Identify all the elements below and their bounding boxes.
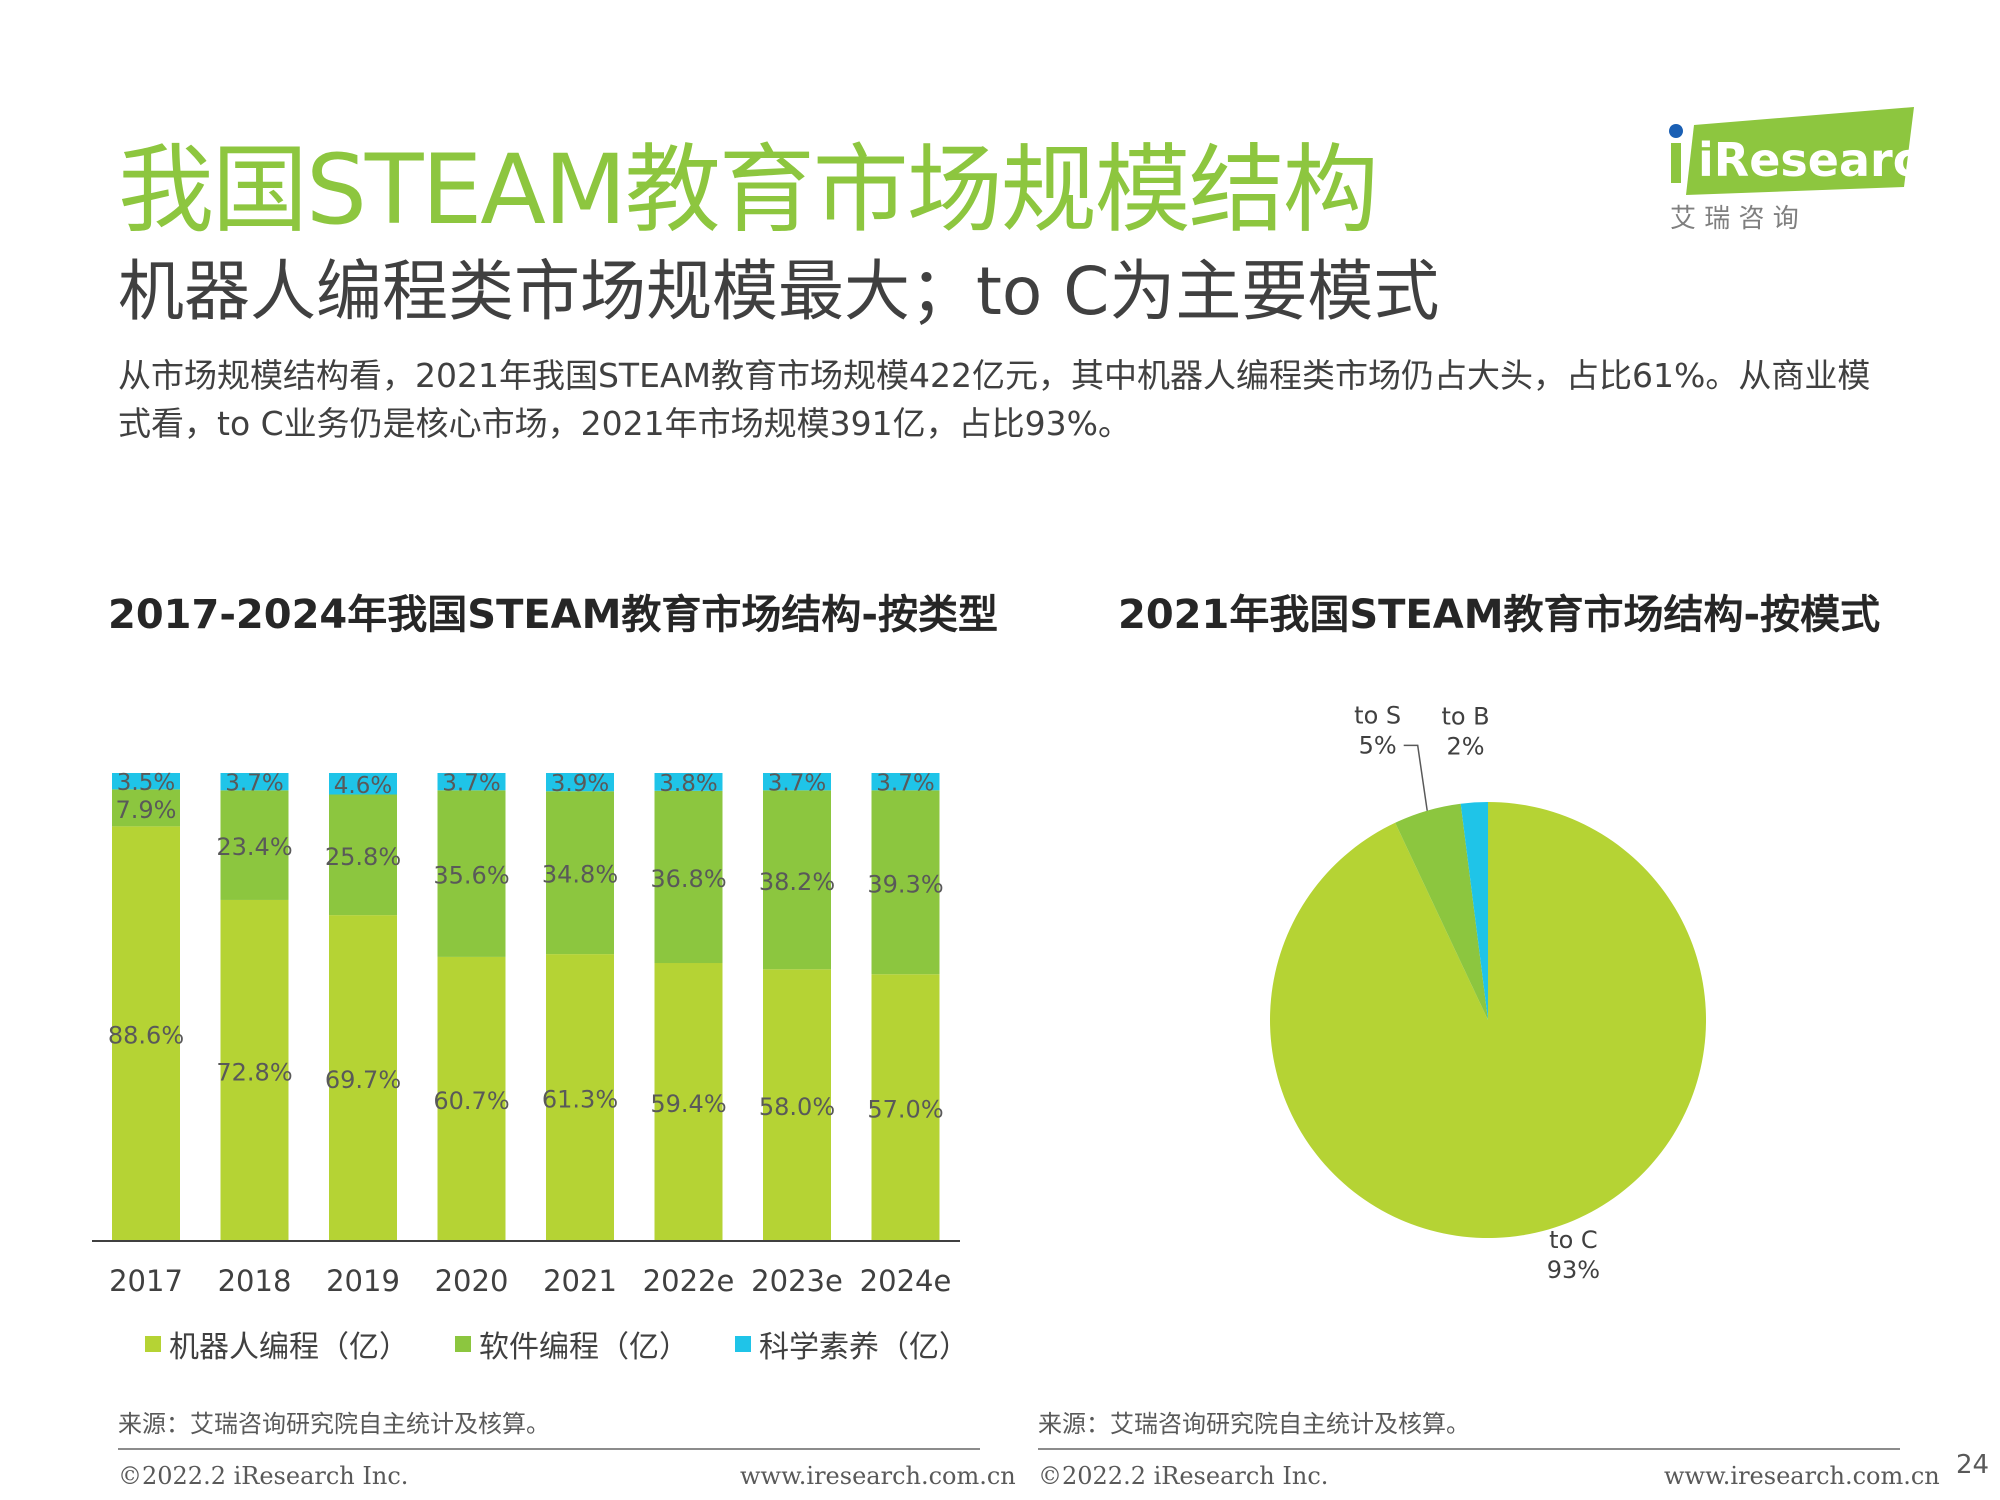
stacked-bar-chart: 88.6% 7.9%3.5% 72.8% 23.4% 3.7% 69.7% 25.8% 4.6… <box>92 770 960 1298</box>
page-title: 我国STEAM教育市场规模结构 <box>118 134 1379 246</box>
logo-cn-text: 艾 瑞 咨 询 <box>1670 204 1799 234</box>
right-footer-rule <box>1038 1448 1900 1450</box>
bar-segment-2017-s0 <box>112 826 180 1241</box>
bar-label-2019-s2: 4.6% <box>334 773 392 799</box>
left-footer-rule <box>118 1448 980 1450</box>
bar-label-2022e-s2: 3.8% <box>659 771 717 797</box>
left-footer-url[interactable]: www.iresearch.com.cn <box>740 1462 1016 1490</box>
x-tick-label-2017: 2017 <box>109 1264 183 1298</box>
bar-segment-2024e-s0 <box>871 974 940 1241</box>
legend-item-software: 软件编程（亿） <box>455 1322 689 1366</box>
bar-label-2020-s2: 3.7% <box>442 771 500 797</box>
bar-segment-2020-s2 <box>437 773 506 791</box>
logo-brand-text: iResearch <box>1698 133 1924 187</box>
right-footer-url[interactable]: www.iresearch.com.cn <box>1664 1462 1940 1490</box>
pie-label-value-to-B: 2% <box>1447 733 1485 761</box>
left-source-note: 来源：艾瑞咨询研究院自主统计及核算。 <box>118 1410 550 1438</box>
x-tick-label-2019: 2019 <box>326 1264 400 1298</box>
bar-label-2019-s1: 25.8% <box>325 843 401 871</box>
bar-label-2021-s2: 3.9% <box>551 771 609 797</box>
bar-label-2017-s2: 3.5% <box>117 770 175 796</box>
right-footer-copyright: ©2022.2 iResearch Inc. <box>1038 1462 1329 1490</box>
pie-label-value-to-S: 5% <box>1359 731 1397 759</box>
pie-label-name-to-C: to C <box>1549 1226 1597 1254</box>
bar-label-2023e-s0: 58.0% <box>759 1093 835 1121</box>
bar-label-2023e-s2: 3.7% <box>768 771 826 797</box>
bar-label-2020-s1: 35.6% <box>433 862 509 890</box>
bar-segment-2021-s1 <box>546 791 614 955</box>
bar-segment-2017-s2 <box>112 773 180 790</box>
legend-swatch-robot <box>145 1336 161 1352</box>
x-tick-label-2024e: 2024e <box>860 1264 952 1298</box>
legend-swatch-science <box>735 1336 751 1352</box>
pie-label-name-to-B: to B <box>1441 703 1489 731</box>
bar-label-2020-s0: 60.7% <box>433 1087 509 1115</box>
legend-label-software: 软件编程（亿） <box>479 1330 689 1365</box>
iresearch-logo: iResearch 艾 瑞 咨 询 <box>1669 107 1924 234</box>
x-tick-label-2022e: 2022e <box>643 1264 735 1298</box>
bar-label-2017-s1: 7.9% <box>116 796 177 824</box>
legend-item-science: 科学素养（亿） <box>735 1322 969 1366</box>
bar-segment-2017-s1 <box>112 789 180 827</box>
bar-segment-2019-s1 <box>329 794 397 916</box>
bar-segment-2022e-s1 <box>654 790 723 964</box>
x-tick-label-2023e: 2023e <box>751 1264 843 1298</box>
x-tick-label-2021: 2021 <box>543 1264 617 1298</box>
bar-segment-2018-s2 <box>220 773 289 791</box>
bar-segment-2019-s2 <box>329 773 397 795</box>
bar-segment-2023e-s2 <box>763 773 831 791</box>
bar-segment-2024e-s2 <box>871 773 940 791</box>
bar-label-2022e-s0: 59.4% <box>650 1090 726 1118</box>
bar-segment-2021-s2 <box>546 773 614 792</box>
bar-segment-2018-s0 <box>220 899 289 1241</box>
right-chart-title: 2021年我国STEAM教育市场结构-按模式 <box>1118 592 1881 638</box>
bar-chart-legend: 机器人编程（亿） 软件编程（亿） 科学素养（亿） <box>145 1322 969 1366</box>
bar-label-2018-s2: 3.7% <box>225 771 283 797</box>
pie-slice-to-S <box>1395 803 1488 1020</box>
bar-label-2023e-s1: 38.2% <box>759 868 835 896</box>
pie-label-value-to-C: 93% <box>1547 1256 1600 1284</box>
bar-label-2019-s0: 69.7% <box>325 1066 401 1094</box>
bar-label-2021-s0: 61.3% <box>542 1086 618 1114</box>
right-source-note: 来源：艾瑞咨询研究院自主统计及核算。 <box>1038 1410 1470 1438</box>
bar-segment-2019-s0 <box>329 915 397 1241</box>
left-chart-title: 2017-2024年我国STEAM教育市场结构-按类型 <box>108 592 999 638</box>
x-tick-label-2020: 2020 <box>435 1264 509 1298</box>
x-tick-label-2018: 2018 <box>218 1264 292 1298</box>
bar-segment-2022e-s0 <box>654 963 723 1241</box>
bar-segment-2023e-s0 <box>763 969 831 1241</box>
bar-label-2018-s1: 23.4% <box>216 833 292 861</box>
bar-segment-2018-s1 <box>220 790 289 900</box>
legend-swatch-software <box>455 1336 471 1352</box>
bar-label-2021-s1: 34.8% <box>542 861 618 889</box>
bar-segment-2020-s1 <box>437 790 506 957</box>
bar-label-2024e-s1: 39.3% <box>867 870 943 898</box>
bar-segment-2021-s0 <box>546 954 614 1241</box>
bar-segment-2020-s0 <box>437 956 506 1241</box>
page-number: 24 <box>1956 1450 1990 1480</box>
bar-segment-2024e-s1 <box>871 790 940 975</box>
bar-segment-2022e-s2 <box>654 773 723 791</box>
bar-segment-2023e-s1 <box>763 790 831 970</box>
legend-item-robot: 机器人编程（亿） <box>145 1322 409 1366</box>
left-footer-copyright: ©2022.2 iResearch Inc. <box>118 1462 409 1490</box>
page-subtitle: 机器人编程类市场规模最大；to C为主要模式 <box>118 253 1440 330</box>
bar-label-2024e-s0: 57.0% <box>867 1096 943 1124</box>
pie-label-name-to-S: to S <box>1354 701 1401 729</box>
pie-chart: to C93% to S5% to B2% <box>1270 701 1707 1284</box>
bar-label-2018-s0: 72.8% <box>216 1058 292 1086</box>
bar-label-2017-s0: 88.6% <box>108 1022 184 1050</box>
bar-label-2024e-s2: 3.7% <box>876 771 934 797</box>
pie-leader-line-to-S <box>1403 744 1428 811</box>
legend-label-robot: 机器人编程（亿） <box>169 1330 409 1365</box>
pie-slice-to-C <box>1270 802 1707 1238</box>
pie-slice-to-B <box>1460 802 1488 1020</box>
legend-label-science: 科学素养（亿） <box>759 1330 969 1365</box>
bar-label-2022e-s1: 36.8% <box>650 865 726 893</box>
summary-paragraph: 从市场规模结构看，2021年我国STEAM教育市场规模422亿元，其中机器人编程… <box>118 356 1871 443</box>
